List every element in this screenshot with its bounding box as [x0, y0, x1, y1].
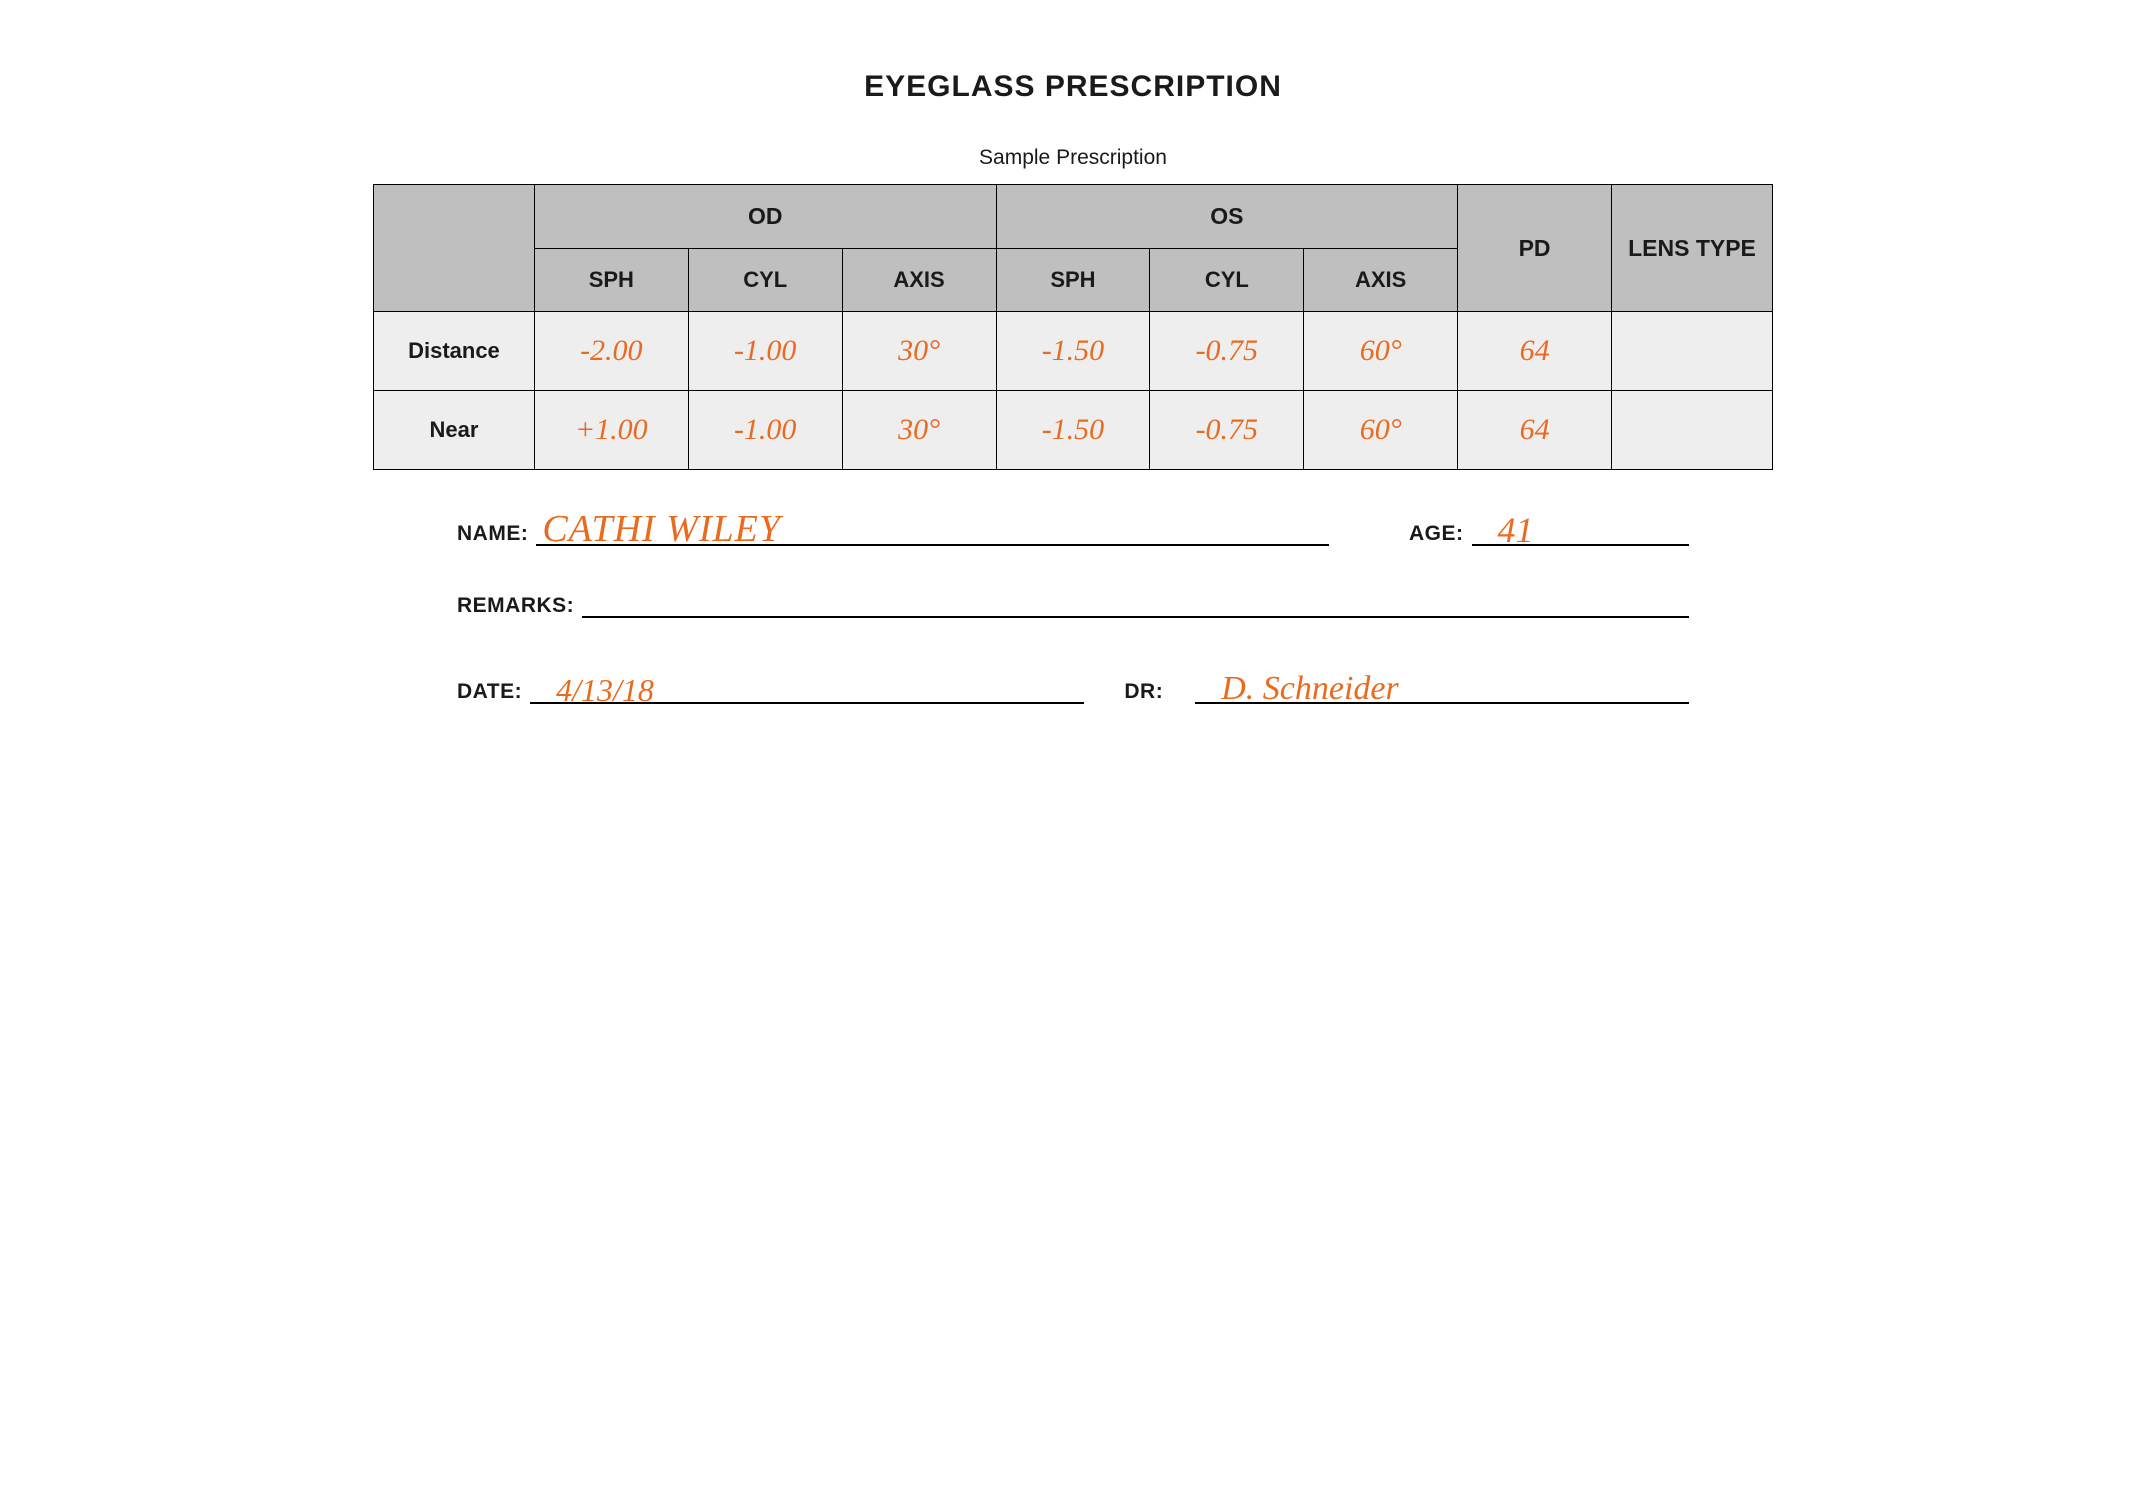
dr-field: D. Schneider	[1195, 668, 1689, 704]
age-field: 41	[1472, 510, 1690, 546]
cell-near-od-cyl: -1.00	[688, 391, 842, 470]
cell-distance-lens	[1612, 312, 1773, 391]
date-value: 4/13/18	[536, 674, 654, 706]
date-field: 4/13/18	[530, 668, 1084, 704]
cell-distance-pd: 64	[1458, 312, 1612, 391]
header-od-axis: AXIS	[842, 249, 996, 312]
cell-near-od-sph: +1.00	[534, 391, 688, 470]
dr-value: D. Schneider	[1201, 672, 1399, 706]
header-od: OD	[534, 185, 996, 249]
row-distance: Distance -2.00 -1.00 30° -1.50 -0.75 60°…	[374, 312, 1773, 391]
cell-distance-os-axis: 60°	[1304, 312, 1458, 391]
remarks-label: REMARKS:	[457, 594, 582, 618]
date-label: DATE:	[457, 680, 530, 704]
dr-label: DR:	[1124, 680, 1171, 704]
cell-near-os-cyl: -0.75	[1150, 391, 1304, 470]
cell-near-lens	[1612, 391, 1773, 470]
row-distance-label: Distance	[374, 312, 535, 391]
name-field: CATHI WILEY	[536, 510, 1329, 546]
header-od-cyl: CYL	[688, 249, 842, 312]
prescription-table: OD OS PD LENS TYPE SPH CYL AXIS SPH CYL …	[373, 184, 1773, 470]
cell-distance-od-axis: 30°	[842, 312, 996, 391]
cell-near-pd: 64	[1458, 391, 1612, 470]
cell-distance-os-cyl: -0.75	[1150, 312, 1304, 391]
header-os: OS	[996, 185, 1458, 249]
cell-distance-od-sph: -2.00	[534, 312, 688, 391]
header-lens-type: LENS TYPE	[1612, 185, 1773, 312]
name-label: NAME:	[457, 522, 536, 546]
cell-distance-os-sph: -1.50	[996, 312, 1150, 391]
cell-near-os-sph: -1.50	[996, 391, 1150, 470]
name-value: CATHI WILEY	[542, 510, 781, 548]
cell-near-os-axis: 60°	[1304, 391, 1458, 470]
header-blank	[374, 185, 535, 312]
document-subtitle: Sample Prescription	[373, 146, 1773, 170]
header-os-axis: AXIS	[1304, 249, 1458, 312]
patient-form: NAME: CATHI WILEY AGE: 41 REMARKS:	[457, 510, 1689, 704]
document-title: EYEGLASS PRESCRIPTION	[373, 70, 1773, 104]
header-pd: PD	[1458, 185, 1612, 312]
age-label: AGE:	[1409, 522, 1472, 546]
cell-near-od-axis: 30°	[842, 391, 996, 470]
header-od-sph: SPH	[534, 249, 688, 312]
cell-distance-od-cyl: -1.00	[688, 312, 842, 391]
age-value: 41	[1478, 512, 1534, 548]
row-near: Near +1.00 -1.00 30° -1.50 -0.75 60° 64	[374, 391, 1773, 470]
remarks-field	[582, 582, 1689, 618]
header-os-sph: SPH	[996, 249, 1150, 312]
prescription-document: EYEGLASS PRESCRIPTION Sample Prescriptio…	[373, 40, 1773, 770]
row-near-label: Near	[374, 391, 535, 470]
header-os-cyl: CYL	[1150, 249, 1304, 312]
